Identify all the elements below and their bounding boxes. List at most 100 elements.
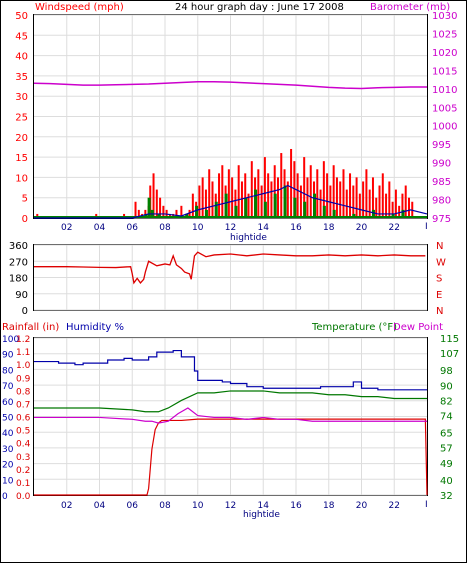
- wind-bar: [299, 185, 302, 218]
- rainfall-tick-label: 0.9: [16, 374, 31, 384]
- wind-bar: [137, 209, 140, 218]
- wind-bar: [335, 177, 338, 218]
- humidity-tick-label: 90: [2, 351, 14, 361]
- wind-tick-label: 5: [22, 194, 28, 205]
- barometer-tick-label: 990: [432, 159, 451, 170]
- humidity-tick-label: 40: [2, 429, 14, 439]
- barometer-axis-title: Barometer (mb): [370, 2, 450, 13]
- x-tick-label: 08: [159, 501, 171, 511]
- x-tick-label: 02: [61, 223, 72, 233]
- x-tick-label: 16: [290, 501, 302, 511]
- humidity-tick-label: 30: [2, 445, 14, 455]
- wind-tick-label: 25: [15, 113, 28, 124]
- wind-bar: [293, 161, 296, 218]
- x-tick-label: 12: [225, 501, 236, 511]
- x-tick-label: 22: [389, 223, 400, 233]
- wind-bar: [365, 169, 368, 218]
- wind-bar: [375, 197, 378, 218]
- x-tick-label: 06: [127, 501, 139, 511]
- temperature-tick-label: 74: [440, 412, 453, 423]
- gust-bar: [224, 193, 228, 218]
- humidity-tick-label: 80: [2, 366, 14, 376]
- gust-bar: [371, 209, 375, 218]
- gust-bar: [214, 201, 218, 218]
- wind-bar: [175, 209, 178, 218]
- wind-bar: [352, 185, 355, 218]
- barometer-tick-label: 980: [432, 196, 451, 207]
- barometer-tick-label: 1010: [432, 85, 457, 96]
- wind-bar: [211, 181, 214, 218]
- gust-bar: [195, 205, 199, 218]
- wind-bar: [221, 165, 224, 218]
- gust-bar: [352, 213, 356, 218]
- wind-bar: [155, 189, 158, 218]
- wind-bar: [280, 153, 283, 218]
- temperature-tick-label: 65: [440, 429, 453, 440]
- wind-tick-label: 0: [22, 214, 28, 225]
- x-tick-label: 10: [192, 223, 204, 233]
- wind-bar: [168, 213, 171, 218]
- wind-bar: [227, 169, 230, 218]
- wind-bar: [401, 193, 404, 218]
- wind-bar: [286, 181, 289, 218]
- wind-bar: [378, 185, 381, 218]
- wind-bar: [316, 169, 319, 218]
- wind-bar: [388, 181, 391, 218]
- wind-bar: [362, 181, 365, 218]
- x-tick-label: 04: [94, 501, 106, 511]
- wind-bar: [231, 177, 234, 218]
- gust-bar: [234, 205, 238, 218]
- rainfall-tick-label: 0.3: [16, 453, 30, 463]
- x-tick-label: 14: [258, 501, 270, 511]
- temperature-tick-label: 115: [440, 334, 459, 345]
- rainfall-axis-title: Rainfall (in): [2, 322, 59, 333]
- gust-bar: [322, 205, 326, 218]
- wind-bar: [296, 173, 299, 218]
- gust-bar: [293, 197, 297, 218]
- temperature-tick-label: 32: [440, 491, 453, 502]
- gust-bar: [254, 189, 258, 218]
- compass-label: N: [436, 306, 443, 317]
- wind-bar: [123, 213, 126, 218]
- humidity-line: [34, 349, 427, 391]
- wind-bar: [270, 181, 273, 218]
- compass-label: E: [436, 290, 442, 301]
- x-end-marker-bottom: I: [425, 500, 428, 510]
- wind-tick-label: 30: [15, 92, 28, 103]
- wind-bar: [134, 201, 137, 218]
- rainfall-tick-label: 0.7: [16, 400, 30, 410]
- wind-bar: [191, 193, 194, 218]
- x-tick-label: 10: [192, 501, 204, 511]
- x-tick-label: 20: [356, 501, 368, 511]
- wind-bar: [257, 169, 260, 218]
- wind-bar: [218, 173, 221, 218]
- compass-label: S: [436, 274, 442, 285]
- wind-bar: [358, 193, 361, 218]
- wind-bar: [385, 193, 388, 218]
- rainfall-tick-label: 0.8: [16, 387, 31, 397]
- wind-tick-label: 20: [15, 133, 28, 144]
- temperature-tick-label: 57: [440, 444, 453, 455]
- humidity-tick-label: 60: [2, 398, 14, 408]
- temperature-tick-label: 98: [440, 366, 453, 377]
- wind-bar: [319, 189, 322, 218]
- wind-bar: [260, 185, 263, 218]
- wind-bar: [290, 148, 293, 218]
- wind-bar: [234, 189, 237, 218]
- wind-bar: [322, 161, 325, 218]
- x-tick-label: 04: [94, 223, 106, 233]
- temperature-tick-label: 107: [440, 349, 459, 360]
- rainfall-tick-label: 1.0: [16, 361, 31, 371]
- direction-tick-label: 90: [15, 290, 28, 301]
- axis-labels: 0510152025303540455097598098599099510001…: [2, 11, 459, 502]
- wind-bar: [188, 209, 191, 218]
- humidity-tick-label: 20: [2, 461, 14, 471]
- barometer-tick-label: 1000: [432, 122, 457, 133]
- wind-bar: [201, 177, 204, 218]
- rainfall-tick-label: 0.1: [16, 479, 30, 489]
- gust-bar: [244, 197, 248, 218]
- wind-tick-label: 40: [15, 52, 28, 63]
- rainfall-tick-label: 0.6: [16, 414, 31, 424]
- gust-bar: [263, 201, 267, 218]
